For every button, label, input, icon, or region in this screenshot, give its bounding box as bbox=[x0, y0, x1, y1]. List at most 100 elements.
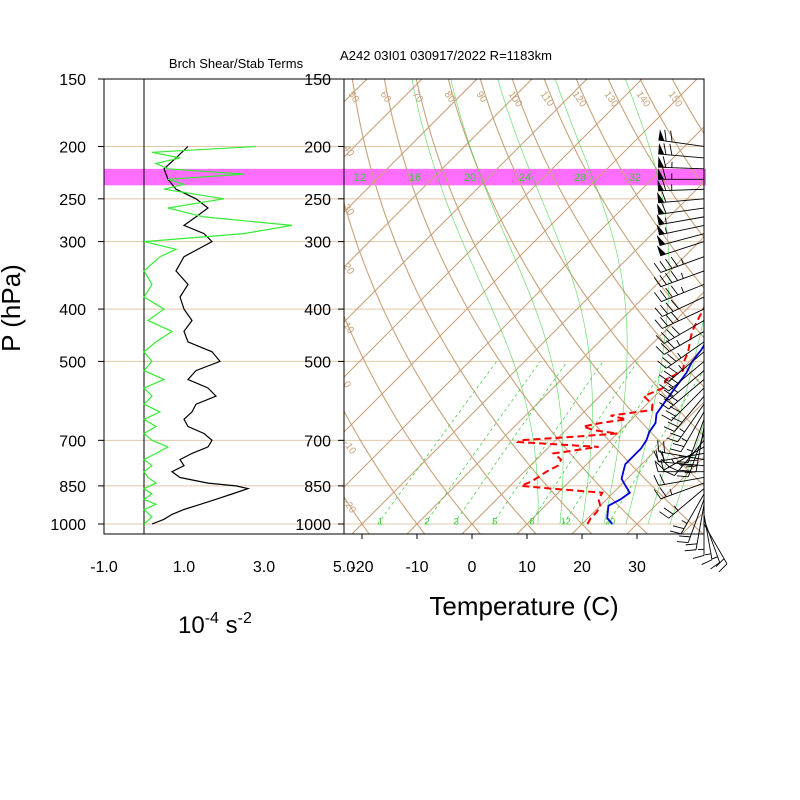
wind-barb-full bbox=[653, 450, 660, 462]
wind-barb-full bbox=[670, 299, 679, 310]
wind-barb-half bbox=[678, 364, 683, 371]
wind-barb-full bbox=[653, 474, 660, 486]
dry-adiabat-label: 90 bbox=[474, 89, 490, 105]
y-tick-label: 150 bbox=[59, 72, 86, 89]
wind-barb-full bbox=[655, 346, 665, 355]
wind-barb-full bbox=[676, 541, 689, 543]
isotherm-line bbox=[344, 79, 588, 323]
wind-barb-full bbox=[678, 535, 691, 538]
y-tick-label: 300 bbox=[304, 235, 331, 252]
wind-barb-staff bbox=[677, 403, 705, 443]
wind-barb-half bbox=[711, 556, 718, 560]
y-tick-label: 850 bbox=[304, 479, 331, 496]
wind-barb-full bbox=[659, 384, 670, 392]
wind-barb-flag bbox=[658, 156, 664, 168]
moist-adiabat-line bbox=[497, 79, 593, 525]
wind-barb-full bbox=[668, 385, 679, 393]
wind-barb-full bbox=[659, 487, 667, 498]
wind-barb-full bbox=[659, 374, 670, 382]
moist-adiabat-line bbox=[647, 316, 704, 525]
wind-barb-full bbox=[663, 507, 674, 515]
dry-adiabat-label: 130 bbox=[602, 89, 621, 109]
stability-term-line bbox=[142, 145, 293, 525]
wind-barb-staff bbox=[666, 341, 705, 369]
wind-barb-full bbox=[661, 414, 672, 421]
moist-adiabat-label: 16 bbox=[409, 172, 421, 184]
wind-barb bbox=[654, 296, 705, 317]
wind-barb bbox=[703, 523, 728, 573]
wind-barb-full bbox=[684, 471, 697, 474]
wind-barb bbox=[659, 379, 705, 410]
y-tick-label: 700 bbox=[304, 433, 331, 450]
y-tick-label: 1000 bbox=[295, 517, 331, 534]
wind-barb bbox=[656, 241, 705, 257]
wind-barb-full bbox=[670, 285, 679, 296]
wind-barb-full bbox=[660, 332, 670, 341]
wind-barb-staff bbox=[695, 426, 705, 472]
y-tick-label: 500 bbox=[59, 354, 86, 371]
wind-barb-full bbox=[663, 470, 675, 476]
moist-adiabat-label: 28 bbox=[574, 172, 586, 184]
wind-barb-half bbox=[686, 448, 693, 452]
wind-barb-full bbox=[669, 448, 682, 453]
wind-barb bbox=[658, 168, 704, 180]
wind-barb-full bbox=[670, 270, 679, 281]
wind-barb-full bbox=[667, 421, 679, 428]
wind-barb-staff bbox=[668, 361, 705, 392]
wind-barb-full bbox=[668, 376, 679, 384]
wind-barb-full bbox=[661, 202, 667, 214]
dry-adiabat-line bbox=[703, 79, 704, 80]
mixing-ratio-label: 3 bbox=[454, 516, 459, 526]
wind-barb-full bbox=[657, 440, 660, 452]
wind-barb-half bbox=[677, 352, 682, 359]
y-axis-label: P (hPa) bbox=[0, 264, 26, 352]
wind-barb-full bbox=[666, 437, 678, 443]
dry-adiabat-line bbox=[344, 200, 537, 534]
wind-barb bbox=[659, 351, 705, 382]
dry-adiabat-line bbox=[383, 79, 649, 534]
y-tick-label: 200 bbox=[59, 139, 86, 156]
wind-barb-half bbox=[669, 488, 673, 495]
wind-barb-staff bbox=[658, 166, 705, 170]
x-axis-label-left-exp: -4 bbox=[205, 610, 219, 627]
wind-barb-staff bbox=[658, 451, 705, 461]
wind-barb bbox=[669, 493, 705, 535]
wind-barb-full bbox=[667, 465, 679, 472]
wind-barb bbox=[654, 283, 705, 303]
wind-barb-full bbox=[710, 562, 720, 570]
wind-barb-full bbox=[670, 256, 679, 267]
isotherm-line bbox=[791, 79, 800, 535]
wind-barb bbox=[655, 320, 705, 344]
dry-adiabat-label: 110 bbox=[538, 89, 556, 109]
dry-adiabat-label: -10 bbox=[341, 438, 359, 457]
mixing-ratio-line bbox=[424, 361, 541, 525]
wind-barb-staff bbox=[687, 419, 705, 463]
wind-barb bbox=[653, 270, 705, 288]
x-tick-label: 5.0 bbox=[333, 559, 355, 576]
wind-barb-full bbox=[665, 410, 676, 417]
wind-barb-full bbox=[654, 460, 659, 472]
wind-barb-staff bbox=[674, 395, 705, 432]
wind-barb-full bbox=[666, 329, 675, 338]
wind-barb-staff bbox=[658, 461, 705, 467]
wind-barb-half bbox=[680, 272, 684, 279]
wind-barb bbox=[655, 331, 705, 355]
y-tick-label: 500 bbox=[304, 354, 331, 371]
dry-adiabat-line bbox=[511, 79, 704, 388]
wind-barb-full bbox=[661, 191, 667, 203]
dry-adiabat-label: 70 bbox=[410, 89, 426, 105]
y-tick-label: 400 bbox=[59, 302, 86, 319]
wind-barb-full bbox=[669, 405, 681, 413]
mixing-ratio-label: 8 bbox=[530, 516, 535, 526]
wind-barb bbox=[657, 191, 705, 204]
wind-barb bbox=[669, 411, 705, 453]
wind-barb-full bbox=[692, 555, 705, 559]
plot-title: A242 03I01 030917/2022 R=1183km bbox=[340, 48, 552, 63]
isotherm-line bbox=[0, 79, 312, 535]
wind-barb-full bbox=[653, 277, 662, 287]
mixing-ratio-line bbox=[563, 361, 669, 525]
wind-barb bbox=[656, 214, 705, 226]
isotherm-line bbox=[681, 511, 704, 534]
wind-barb-staff bbox=[658, 139, 705, 147]
